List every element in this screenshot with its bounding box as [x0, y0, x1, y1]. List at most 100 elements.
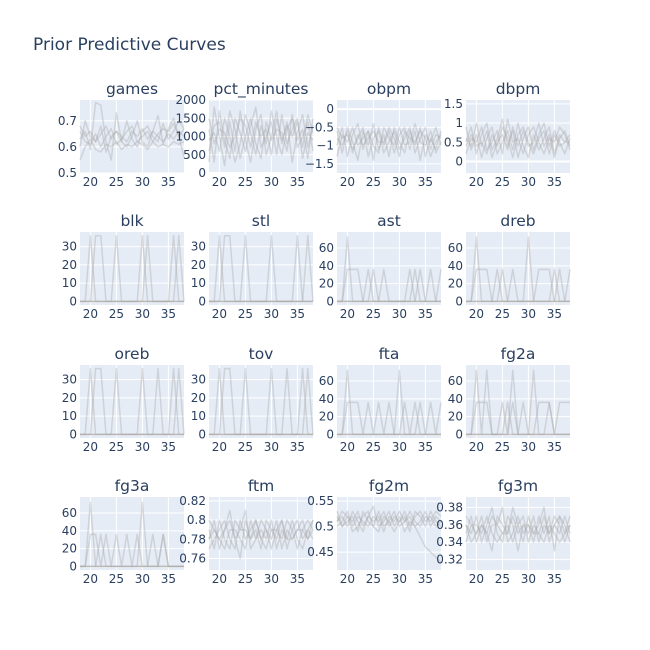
prior-curve-2	[208, 106, 314, 167]
prior-curve-1	[466, 236, 570, 303]
x-tick-label: 35	[290, 175, 305, 189]
prior-curve-2	[466, 401, 570, 436]
x-tick-label: 35	[161, 440, 176, 454]
x-tick-label: 35	[547, 572, 562, 586]
prior-curve-3	[80, 533, 184, 568]
y-tick-label: 10	[62, 409, 77, 423]
y-tick-label: 20	[319, 277, 334, 291]
y-tick-label: 0.82	[179, 494, 206, 508]
y-tick-label: 0.32	[436, 553, 463, 567]
y-tick-label: 0.36	[436, 518, 463, 532]
x-tick-label: 30	[264, 572, 279, 586]
prior-curve-1	[465, 506, 571, 552]
x-tick-label: 30	[392, 175, 407, 189]
y-tick-label: 1.5	[444, 97, 463, 111]
prior-curve-4	[336, 122, 442, 157]
x-tick-label: 25	[366, 175, 381, 189]
y-tick-label: 0.6	[58, 140, 77, 154]
y-tick-label: 20	[319, 410, 334, 424]
prior-curve-1	[465, 118, 571, 159]
y-tick-label: 30	[191, 240, 206, 254]
y-tick-label: 0	[198, 427, 206, 441]
prior-curve-2	[209, 367, 313, 436]
subplot-dreb: dreb 20 25 30 35 0 20 40 60	[448, 212, 571, 321]
plot-area	[337, 100, 441, 173]
y-tick-label: 10	[62, 276, 77, 290]
prior-curve-3	[80, 367, 184, 436]
prior-curve-2	[466, 268, 570, 303]
y-tick-label: −1.5	[305, 157, 334, 171]
y-tick-label: 40	[319, 392, 334, 406]
y-tick-label: 0	[326, 427, 334, 441]
subplot-title: fg2m	[369, 477, 409, 495]
x-tick-label: 25	[366, 572, 381, 586]
x-tick-label: 20	[340, 572, 355, 586]
x-tick-label: 20	[83, 572, 98, 586]
subplot-grid: games 20 25 30 35 0.5 0.6 0.7 pct_minutes 20 25 30 3…	[58, 80, 571, 586]
subplot-title: tov	[249, 345, 274, 363]
y-tick-label: 20	[62, 258, 77, 272]
prior-curve-1	[209, 367, 313, 436]
prior-curve-1	[336, 122, 442, 161]
prior-curve-2	[208, 509, 314, 550]
prior-curve-5	[336, 510, 442, 533]
prior-curve-3	[79, 138, 185, 161]
plot-area	[466, 365, 570, 438]
y-tick-label: 60	[319, 241, 334, 255]
y-tick-label: 0	[198, 294, 206, 308]
subplot-tov: tov 20 25 30 35 0 10 20 30	[191, 345, 314, 454]
y-tick-label: 60	[62, 506, 77, 520]
prior-curve-4	[208, 519, 314, 550]
x-tick-label: 30	[135, 440, 150, 454]
x-tick-label: 25	[495, 572, 510, 586]
x-tick-label: 25	[238, 572, 253, 586]
subplot-title: games	[106, 80, 158, 98]
subplot-ftm: ftm 20 25 30 35 0.76 0.78 0.8 0.82	[179, 477, 314, 586]
x-tick-label: 25	[238, 175, 253, 189]
x-tick-label: 30	[135, 572, 150, 586]
prior-curve-3	[208, 110, 314, 163]
prior-curve-3	[336, 126, 442, 158]
prior-curve-3	[465, 506, 571, 552]
y-tick-label: 20	[191, 391, 206, 405]
prior-curve-4	[79, 120, 185, 153]
x-tick-label: 35	[161, 307, 176, 321]
prior-curve-2	[337, 268, 441, 303]
x-tick-label: 35	[418, 572, 433, 586]
subplot-fg3a: fg3a 20 25 30 35 0 20 40 60	[62, 477, 184, 586]
x-tick-label: 30	[521, 572, 536, 586]
x-tick-label: 25	[495, 307, 510, 321]
y-tick-label: 0	[69, 294, 77, 308]
prior-curve-5	[465, 126, 571, 159]
y-tick-label: 0.78	[179, 532, 206, 546]
prior-curve-3	[337, 268, 442, 303]
subplot-fta: fta 20 25 30 35 0 20 40 60	[319, 345, 442, 454]
subplot-oreb: oreb 20 25 30 35 0 10 20 30	[62, 345, 185, 454]
prior-curve-1	[336, 505, 442, 563]
prior-curve-2	[209, 234, 313, 303]
subplot-title: fg3a	[115, 477, 150, 495]
plot-area	[209, 232, 313, 305]
prior-curve-4	[80, 533, 184, 568]
x-tick-label: 30	[264, 440, 279, 454]
x-tick-label: 30	[521, 307, 536, 321]
prior-curve-4	[209, 234, 314, 303]
x-tick-label: 20	[469, 572, 484, 586]
plot-area	[466, 497, 570, 570]
x-tick-label: 20	[469, 175, 484, 189]
prior-curve-3	[80, 234, 184, 303]
x-tick-label: 25	[495, 175, 510, 189]
y-tick-label: 30	[191, 373, 206, 387]
x-tick-label: 25	[109, 440, 124, 454]
subplot-pct_minutes: pct_minutes 20 25 30 35 0 500 1000 1500 2000	[175, 80, 314, 189]
prior-curve-3	[209, 367, 313, 436]
subplot-title: fg2a	[501, 345, 536, 363]
x-tick-label: 30	[135, 175, 150, 189]
y-tick-label: 0	[69, 427, 77, 441]
x-tick-label: 20	[83, 175, 98, 189]
y-tick-label: 0	[455, 294, 463, 308]
x-tick-label: 30	[392, 307, 407, 321]
prior-curve-1	[80, 234, 184, 303]
y-tick-label: 0	[455, 427, 463, 441]
prior-curve-3	[208, 519, 314, 550]
